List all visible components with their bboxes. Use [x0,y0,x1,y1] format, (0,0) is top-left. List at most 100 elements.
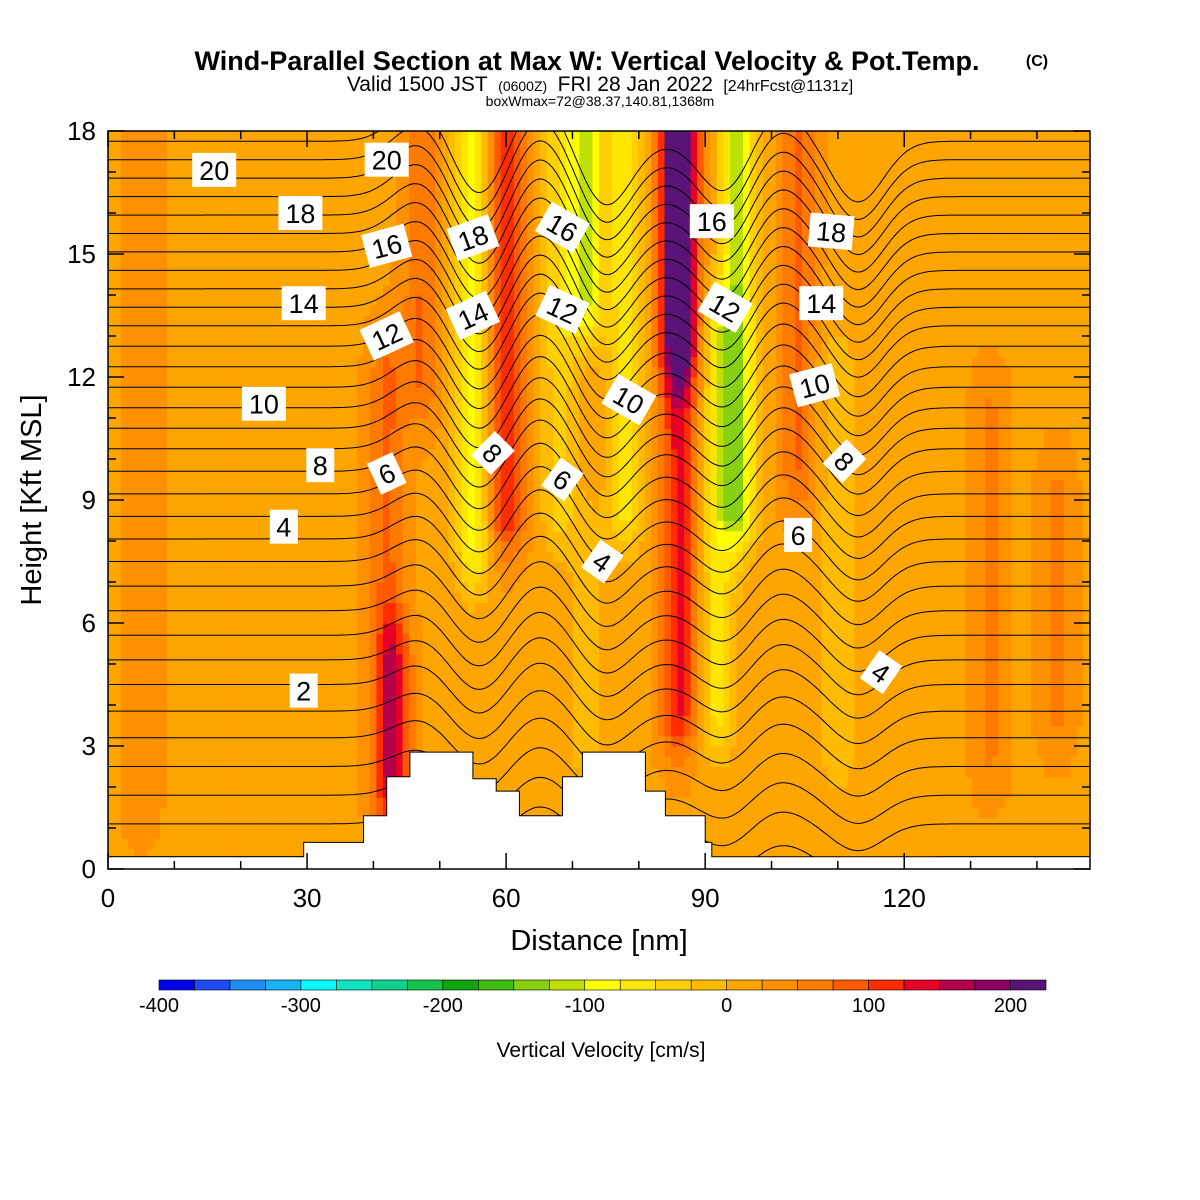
velocity-cell [310,612,319,624]
velocity-cell [108,520,116,532]
velocity-cell [500,459,508,470]
velocity-cell [317,612,325,624]
velocity-cell [186,828,194,839]
velocity-cell [121,838,129,850]
velocity-cell [206,715,214,727]
velocity-cell [193,284,201,296]
velocity-cell [173,520,181,532]
velocity-cell [520,643,528,655]
velocity-cell [402,223,410,235]
velocity-cell [134,776,142,788]
velocity-cell [330,756,338,768]
velocity-cell [428,643,436,655]
velocity-cell [533,172,541,183]
velocity-cell [422,459,430,470]
velocity-cell [402,295,410,306]
velocity-cell [520,366,528,378]
velocity-cell [520,305,528,317]
velocity-cell [245,264,253,276]
velocity-cell [500,602,508,614]
velocity-cell [271,336,279,347]
velocity-cell [121,243,129,255]
velocity-cell [474,366,482,378]
velocity-cell [153,735,161,747]
velocity-cell [212,623,220,634]
velocity-cell [435,213,443,224]
velocity-cell [186,192,194,204]
velocity-cell [422,684,430,696]
velocity-cell [225,387,233,399]
velocity-cell [356,694,364,706]
velocity-cell [127,694,135,706]
velocity-cell [238,766,247,778]
velocity-cell [382,643,391,655]
velocity-cell [526,182,535,194]
velocity-cell [206,725,214,737]
velocity-cell [271,735,279,747]
velocity-cell [540,233,548,245]
velocity-cell [284,346,292,358]
velocity-cell [186,274,194,286]
velocity-cell [376,582,384,593]
velocity-cell [265,223,273,235]
velocity-cell [265,438,273,450]
velocity-cell [487,664,495,675]
velocity-cell [533,612,541,624]
velocity-cell [481,479,489,491]
velocity-cell [330,766,338,778]
velocity-cell [337,284,345,296]
velocity-cell [494,243,502,255]
velocity-cell [147,377,155,388]
velocity-cell [271,284,279,296]
velocity-cell [363,510,371,522]
velocity-cell [481,766,489,778]
velocity-cell [448,735,456,747]
velocity-cell [415,151,423,163]
velocity-cell [284,161,292,173]
velocity-cell [369,633,378,645]
velocity-cell [402,612,410,624]
velocity-cell [134,582,142,593]
velocity-cell [317,397,325,409]
velocity-cell [428,182,436,194]
velocity-cell [252,438,260,450]
velocity-cell [324,664,332,675]
velocity-cell [147,479,155,491]
velocity-cell [448,520,456,532]
velocity-cell [297,705,305,716]
velocity-cell [127,407,135,419]
velocity-cell [513,633,522,645]
velocity-cell [540,377,548,388]
velocity-cell [343,407,351,419]
velocity-cell [252,787,260,798]
velocity-cell [415,571,423,583]
velocity-cell [173,254,181,265]
velocity-cell [350,684,358,696]
velocity-cell [140,746,148,757]
velocity-cell [297,243,305,255]
velocity-cell [553,674,561,686]
velocity-cell [435,284,443,296]
velocity-cell [500,264,508,276]
velocity-cell [166,643,175,655]
velocity-cell [166,776,175,788]
velocity-cell [134,551,142,563]
velocity-cell [153,233,161,245]
velocity-cell [271,725,279,737]
velocity-cell [160,356,168,368]
velocity-cell [166,448,175,460]
velocity-cell [422,674,430,686]
velocity-cell [494,643,502,655]
velocity-cell [474,438,482,450]
velocity-cell [127,274,135,286]
velocity-cell [173,387,181,399]
velocity-cell [396,438,404,450]
velocity-cell [127,448,135,460]
velocity-cell [140,448,148,460]
velocity-cell [219,500,227,511]
velocity-cell [173,213,181,224]
velocity-cell [310,520,319,532]
velocity-cell [415,428,423,440]
velocity-cell [474,284,482,296]
velocity-cell [252,192,260,204]
